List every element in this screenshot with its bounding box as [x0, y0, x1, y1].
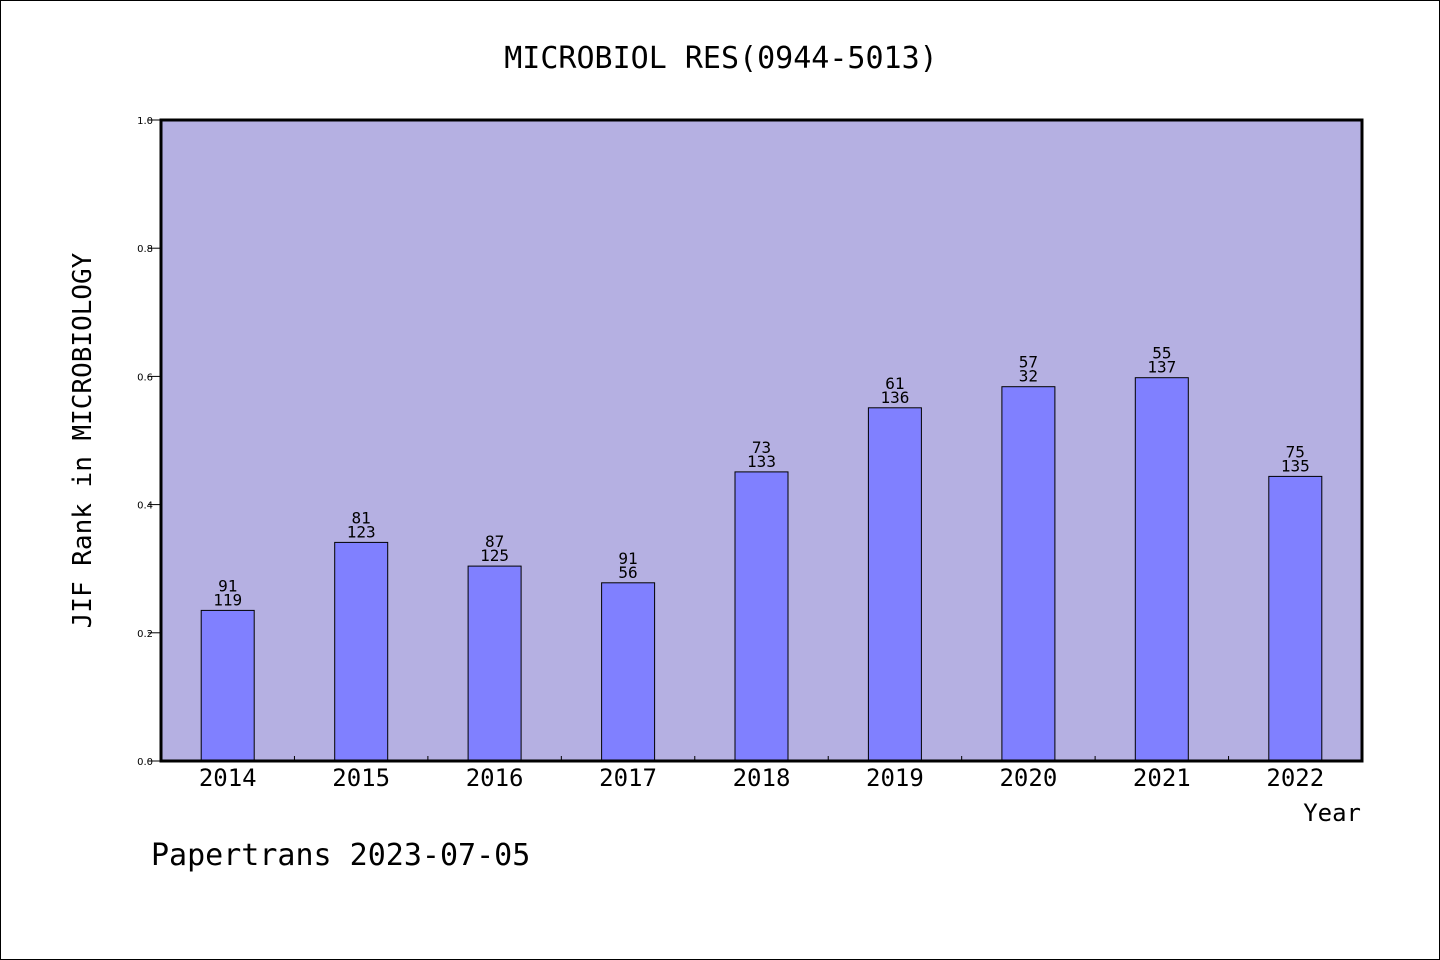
bar-total-label: 136	[880, 388, 909, 407]
x-tick-label: 2014	[199, 764, 257, 792]
bar	[867, 407, 922, 762]
bar	[1268, 475, 1323, 762]
bar-total-label: 32	[1019, 367, 1038, 386]
bar	[1001, 386, 1056, 762]
bar	[467, 565, 522, 762]
bar-total-label: 133	[747, 452, 776, 471]
x-tick-label: 2020	[999, 764, 1057, 792]
x-tick-label: 2018	[733, 764, 791, 792]
bar-rank-label: 91	[618, 549, 637, 568]
y-tick-label: 0.0	[137, 757, 153, 768]
x-axis: 2014 2015 2016 2017 2018 2019 2020 2021 2022	[199, 756, 1324, 792]
y-tick-label: 0.4	[137, 501, 153, 512]
bar	[200, 609, 255, 762]
y-axis-label: JIF Rank in MICROBIOLOGY	[68, 252, 98, 628]
bar	[601, 582, 656, 762]
plot-border	[159, 118, 1364, 763]
footer-text: Papertrans 2023-07-05	[151, 838, 530, 873]
bar-rank-label: 91	[218, 576, 237, 595]
y-tick-label: 1.0	[137, 116, 153, 127]
bar-total-label: 119	[213, 590, 242, 609]
bar	[734, 471, 789, 762]
x-tick-label: 2021	[1133, 764, 1191, 792]
x-tick-label: 2022	[1266, 764, 1324, 792]
bar-rank-label: 75	[1286, 442, 1305, 461]
bar	[334, 541, 389, 762]
bars-layer	[200, 377, 1323, 762]
x-tick-label: 2015	[332, 764, 390, 792]
x-axis-label: Year	[1303, 799, 1361, 827]
chart-title: MICROBIOL RES(0944-5013)	[504, 41, 937, 76]
bar	[1134, 377, 1189, 762]
bar-total-label: 56	[618, 563, 637, 582]
y-tick-label: 0.8	[137, 244, 153, 255]
y-axis: 0.0 0.2 0.4 0.6 0.8 1.0	[137, 116, 161, 768]
bar-rank-label: 61	[885, 374, 904, 393]
x-tick-label: 2019	[866, 764, 924, 792]
bar-total-label: 135	[1281, 456, 1310, 475]
bar-rank-label: 81	[352, 508, 371, 527]
bar-rank-label: 55	[1152, 344, 1171, 363]
x-tick-label: 2017	[599, 764, 657, 792]
y-tick-label: 0.2	[137, 629, 153, 640]
bar-rank-label: 87	[485, 532, 504, 551]
y-tick-label: 0.6	[137, 372, 153, 383]
bar-rank-label: 73	[752, 438, 771, 457]
bar-total-label: 125	[480, 546, 509, 565]
x-tick-label: 2016	[466, 764, 524, 792]
bar-total-label: 123	[347, 522, 376, 541]
bar-rank-label: 57	[1019, 353, 1038, 372]
bar-total-label: 137	[1147, 358, 1176, 377]
